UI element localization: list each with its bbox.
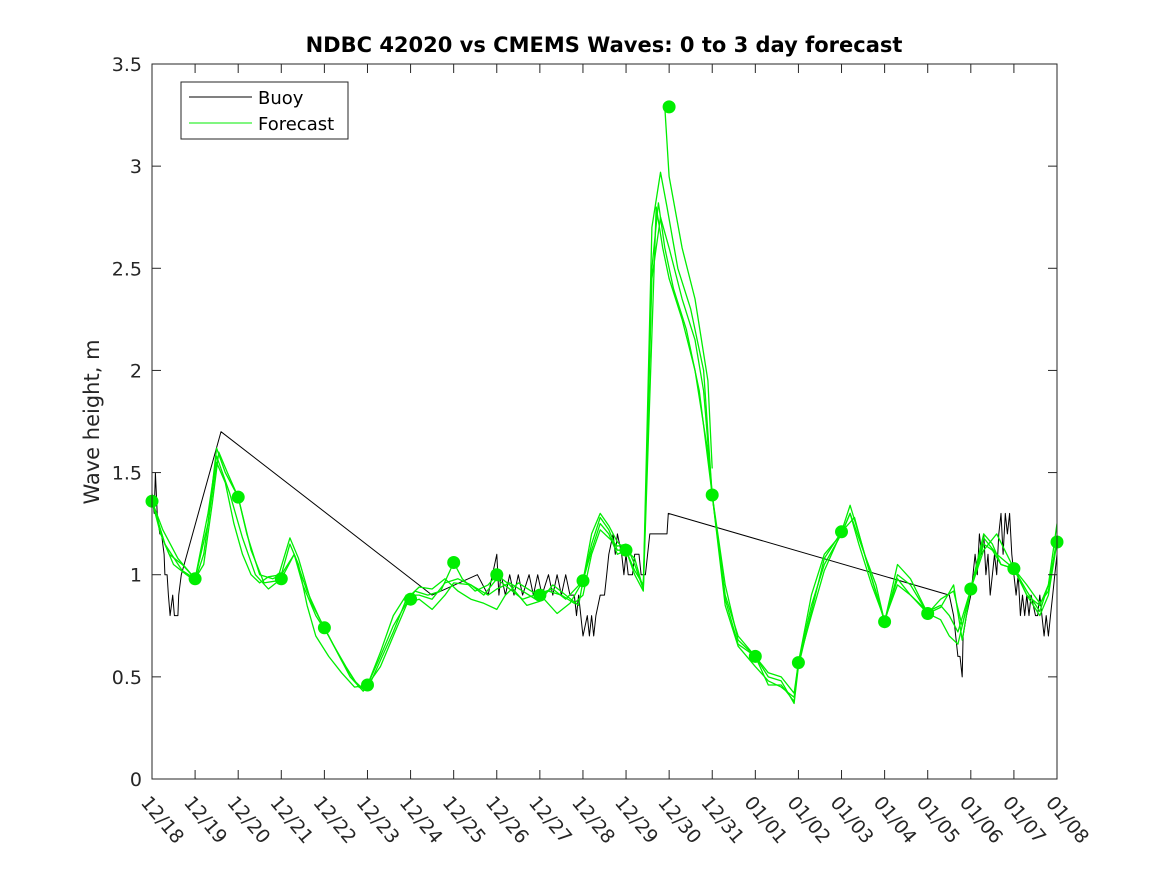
forecast-series-line-2 [152,202,1057,705]
forecast-marker-8 [490,568,504,582]
forecast-series-line-1 [152,206,1057,698]
forecast-marker-10 [576,574,590,588]
forecast-series-line-3 [152,171,1057,694]
x-tick-label-5: 12/23 [352,792,404,848]
plot-frame [151,63,1058,780]
legend-buoy-label: Buoy [258,88,304,109]
x-axis: 12/1812/1912/2012/2112/2212/2312/2412/25… [136,64,1093,848]
series-layer [152,106,1057,705]
x-tick-label-20: 01/07 [998,792,1050,848]
forecast-marker-18 [921,607,935,620]
x-tick-label-18: 01/05 [912,792,964,848]
x-tick-label-15: 01/02 [783,792,835,848]
y-tick-label-0: 0 [130,769,142,791]
y-tick-label-4: 2 [130,360,142,382]
forecast-marker-2 [231,490,245,504]
y-tick-label-3: 1.5 [112,463,142,485]
forecast-marker-7 [447,556,461,569]
x-tick-label-7: 12/25 [438,792,490,848]
chart-title: NDBC 42020 vs CMEMS Waves: 0 to 3 day fo… [306,33,903,57]
y-tick-label-7: 3.5 [112,54,142,76]
x-tick-label-11: 12/29 [610,792,662,848]
x-tick-label-13: 12/31 [696,792,748,848]
forecast-marker-12 [662,100,676,114]
x-tick-label-17: 01/04 [869,792,921,848]
forecast-series-line-5 [664,106,713,469]
forecast-marker-11 [619,543,633,557]
y-tick-label-5: 2.5 [112,258,142,280]
forecast-marker-4 [317,621,331,635]
y-axis-label: Wave height, m [80,339,104,504]
y-tick-label-1: 0.5 [112,667,142,689]
x-tick-label-6: 12/24 [395,792,447,848]
forecast-marker-15 [791,656,805,670]
x-tick-label-21: 01/08 [1041,792,1093,848]
x-tick-label-3: 12/21 [265,792,317,848]
forecast-marker-6 [404,592,418,606]
forecast-marker-20 [1007,562,1021,576]
forecast-marker-14 [748,649,762,663]
forecast-marker-3 [274,572,288,586]
forecast-marker-17 [878,615,892,629]
x-tick-label-19: 01/06 [955,792,1007,848]
buoy-series-line [152,431,1057,678]
y-axis: 0 0.5 1 1.5 2 2.5 3 3.5 [112,54,1057,791]
y-tick-label-6: 3 [130,156,142,178]
y-tick-label-2: 1 [130,565,142,587]
x-tick-label-8: 12/26 [481,792,533,848]
forecast-marker-1 [188,572,202,586]
x-tick-label-4: 12/22 [309,792,361,848]
legend: Buoy Forecast [180,81,349,140]
forecast-marker-layer [145,100,1064,692]
forecast-series-line-4 [152,216,1057,703]
legend-box [180,81,349,140]
x-tick-label-2: 12/20 [222,792,274,848]
x-tick-label-0: 12/18 [136,792,188,848]
x-tick-label-9: 12/27 [524,792,576,848]
x-tick-label-16: 01/03 [826,792,878,848]
x-tick-label-12: 12/30 [653,792,705,848]
x-tick-label-1: 12/19 [179,792,231,848]
forecast-marker-5 [361,678,374,692]
x-tick-label-14: 01/01 [740,792,792,848]
forecast-marker-9 [533,588,547,602]
x-tick-label-10: 12/28 [567,792,619,848]
forecast-marker-16 [835,525,848,539]
forecast-marker-19 [964,582,978,596]
forecast-marker-13 [705,488,719,502]
legend-forecast-label: Forecast [258,114,334,135]
